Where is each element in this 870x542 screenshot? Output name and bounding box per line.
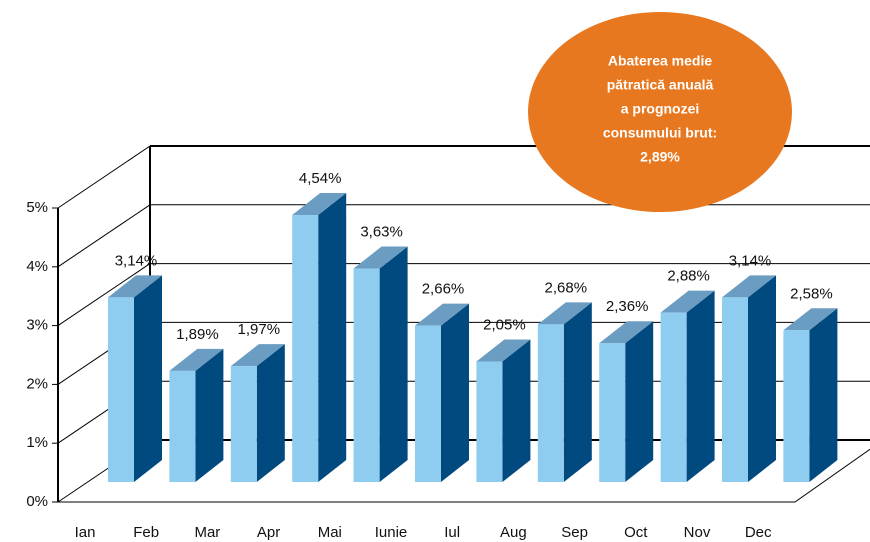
bar-top [108, 275, 162, 298]
value-label: 2,36% [606, 298, 649, 315]
bar-top [783, 308, 838, 331]
annotation-text: a prognozei [621, 101, 700, 117]
x-tick-label: Dec [745, 524, 772, 541]
bar-top [599, 321, 654, 344]
annotation-text: pătratică anuală [607, 77, 714, 93]
y-tick-label: 1% [26, 434, 48, 451]
value-label: 2,68% [545, 279, 588, 296]
y-tick-label: 5% [26, 199, 48, 216]
value-label: 3,63% [360, 224, 403, 241]
bar-side [134, 275, 162, 482]
floor-edge [58, 448, 870, 503]
bar-top [169, 348, 224, 371]
y-tick-label: 0% [26, 493, 48, 510]
bar [230, 366, 257, 482]
bar [660, 312, 687, 482]
x-tick-label: Sep [561, 524, 588, 541]
grid-line [57, 204, 151, 268]
value-label: 3,14% [729, 252, 772, 269]
annotation-text: 2,89% [640, 149, 680, 165]
x-tick-label: Ian [75, 524, 96, 541]
x-tick-label: Aug [500, 524, 527, 541]
bar-top [353, 246, 408, 269]
bar [537, 324, 564, 482]
x-tick-label: Mai [318, 524, 342, 541]
bar-side [625, 321, 654, 482]
bar-top [415, 303, 469, 326]
bar [353, 268, 380, 482]
bar-top [537, 302, 592, 325]
value-label: 2,58% [790, 285, 833, 302]
y-tick-label: 2% [26, 375, 48, 392]
bar-side [563, 302, 592, 482]
bar-top [660, 290, 715, 313]
bar [292, 215, 319, 482]
bar-side [195, 348, 224, 482]
bar-side [256, 344, 285, 482]
annotation-text: Abaterea medie [608, 53, 712, 69]
value-label: 2,05% [483, 316, 526, 333]
bar [722, 297, 748, 482]
x-tick-label: Feb [133, 524, 159, 541]
bar [415, 325, 441, 482]
bar-side [809, 308, 838, 482]
bar-side [379, 246, 408, 482]
x-tick-label: Iunie [375, 524, 408, 541]
bar-side [686, 290, 715, 482]
value-label: 2,66% [422, 281, 465, 298]
x-tick-label: Oct [624, 524, 648, 541]
bar [169, 370, 196, 482]
grid-line [57, 263, 151, 327]
bar [783, 330, 810, 482]
bar [108, 297, 134, 482]
x-tick-label: Nov [684, 524, 711, 541]
grid-line [57, 145, 151, 209]
bar-side [748, 275, 776, 482]
bar-top [230, 344, 285, 367]
value-label: 4,54% [299, 170, 342, 187]
bar-top [292, 193, 347, 216]
bar-top [722, 275, 776, 298]
value-label: 1,89% [176, 326, 219, 343]
value-label: 1,97% [238, 321, 281, 338]
x-tick-label: Mar [194, 524, 220, 541]
y-tick-label: 4% [26, 258, 48, 275]
x-tick-label: Iul [444, 524, 460, 541]
annotation-bubble [528, 12, 792, 212]
value-label: 2,88% [667, 268, 710, 285]
x-tick-label: Apr [257, 524, 280, 541]
value-label: 3,14% [115, 252, 158, 269]
bar-side [318, 193, 347, 482]
bar-side [441, 303, 469, 482]
bar-top [476, 339, 531, 362]
bar [476, 361, 503, 482]
annotation-text: consumului brut: [603, 125, 717, 141]
bar [599, 343, 626, 482]
y-tick-label: 3% [26, 317, 48, 334]
bar-side [502, 339, 531, 482]
